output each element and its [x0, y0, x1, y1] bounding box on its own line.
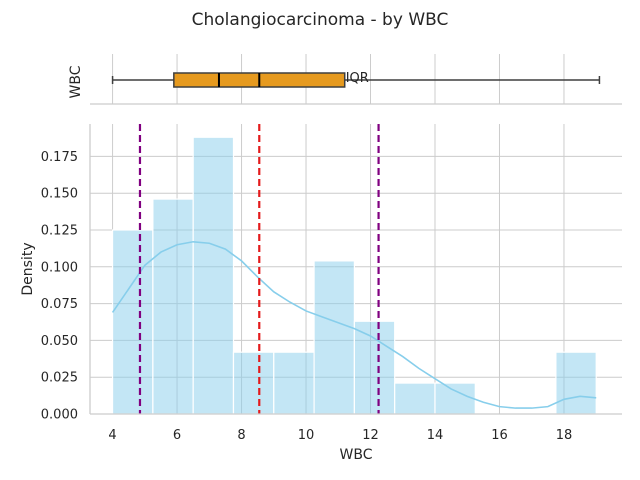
x-tick-label: 4	[108, 428, 116, 443]
y-tick-label: 0.050	[41, 334, 78, 349]
reference-lines	[138, 124, 380, 414]
y-axis-label: Density	[20, 242, 36, 295]
histogram-panel: 4 6 8 10 12 14 16 18 0.0000.0250.0500.0750.1000…	[20, 124, 622, 463]
x-tick-label: 18	[556, 428, 573, 443]
histogram-bar	[434, 382, 476, 415]
histogram-bar	[313, 260, 355, 415]
y-tick-label: 0.175	[41, 150, 78, 165]
histogram-bar	[394, 382, 436, 415]
histogram-bar	[152, 198, 194, 415]
y-tick-labels: 0.000 0.025 0.050 0.075 0.100 0.125 0.150 0.175	[41, 150, 78, 423]
y-tick-label: 0.025	[41, 371, 78, 386]
histogram-bars	[111, 136, 597, 415]
x-tick-label: 14	[427, 428, 444, 443]
y-tick-label: 0.150	[41, 187, 78, 202]
x-tick-label: 10	[298, 428, 315, 443]
iqr-label: IQR	[346, 71, 369, 86]
x-axis-label: WBC	[340, 447, 373, 463]
y-tick-label: 0.075	[41, 297, 78, 312]
boxplot-panel: WBC IQR	[68, 54, 622, 105]
boxplot	[111, 72, 601, 88]
kde-curve	[111, 240, 597, 409]
y-tick-label: 0.100	[41, 260, 78, 275]
x-tick-label: 8	[237, 428, 245, 443]
x-tick-label: 16	[491, 428, 508, 443]
boxplot-y-label: WBC	[68, 65, 84, 98]
x-tick-label: 6	[173, 428, 181, 443]
y-tick-label: 0.125	[41, 223, 78, 238]
x-tick-label: 12	[362, 428, 379, 443]
histogram-bar	[555, 351, 597, 415]
chart-title: Cholangiocarcinoma - by WBC	[192, 10, 449, 30]
histogram-bar	[192, 136, 235, 415]
x-tick-labels: 4 6 8 10 12 14 16 18	[108, 428, 572, 443]
histogram-bar	[232, 351, 275, 415]
histogram-bar	[353, 320, 396, 415]
histogram-bar	[273, 351, 315, 415]
y-tick-label: 0.000	[41, 408, 78, 423]
histogram-bar	[111, 229, 154, 415]
